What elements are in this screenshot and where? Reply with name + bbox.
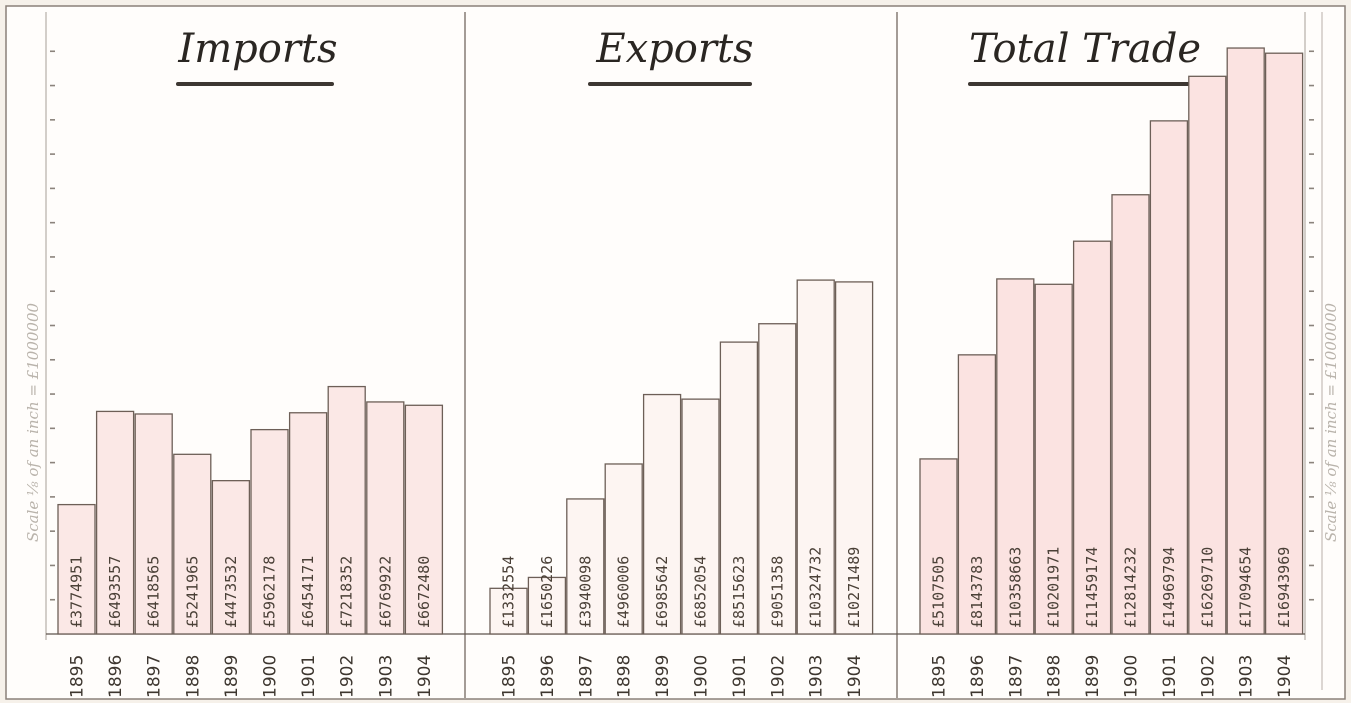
bar <box>173 453 212 635</box>
bar-value-label: £3940098 <box>576 556 594 628</box>
bar-value-label: £6985642 <box>653 556 671 628</box>
bar-value-label: £16269710 <box>1198 547 1216 628</box>
year-label: 1904 <box>1275 655 1295 698</box>
bar <box>681 398 720 635</box>
year-label: 1904 <box>415 655 435 698</box>
bar-value-label: £4473532 <box>222 556 240 628</box>
year-label: 1901 <box>299 655 319 698</box>
year-label: 1897 <box>145 655 165 698</box>
bar <box>527 576 567 635</box>
bar-value-label: £7218352 <box>338 556 356 628</box>
bar <box>1111 194 1150 635</box>
bar-value-label: £17094654 <box>1237 547 1255 628</box>
bar-value-label: £6454171 <box>299 556 317 628</box>
bar <box>758 323 797 635</box>
bar <box>366 401 405 635</box>
bar-value-label: £6418565 <box>145 556 163 628</box>
bar-value-label: £6672480 <box>415 556 433 628</box>
bar <box>796 279 835 635</box>
bar-value-label: £6493557 <box>106 556 124 628</box>
bar <box>404 404 444 635</box>
panel-total-trade: Total Trade £5107505 1895 £8143783 1896 £1035… <box>919 26 1304 698</box>
bar <box>834 281 874 635</box>
bar <box>604 463 643 635</box>
bar-value-label: £5962178 <box>261 556 279 628</box>
year-label: 1904 <box>845 655 865 698</box>
bar-value-label: £10358663 <box>1006 547 1024 628</box>
panel-exports: Exports £1332554 1895 £1650226 1896 £3940098 1… <box>489 26 874 698</box>
bar-value-label: £8143783 <box>968 556 986 628</box>
year-label: 1903 <box>376 655 396 698</box>
bar <box>957 354 997 635</box>
year-label: 1898 <box>615 655 635 698</box>
year-label: 1896 <box>968 655 988 698</box>
bar-value-label: £10271489 <box>845 547 863 628</box>
bar-value-label: £6852054 <box>692 556 710 628</box>
bar-value-label: £16943969 <box>1275 547 1293 628</box>
year-label: 1900 <box>692 655 712 698</box>
bar-value-label: £12814232 <box>1122 547 1140 628</box>
bar-value-label: £5107505 <box>930 556 948 628</box>
bar-value-label: £5241965 <box>183 556 201 628</box>
bar-value-label: £10201971 <box>1045 547 1063 628</box>
year-label: 1898 <box>183 655 203 698</box>
panel-title: Total Trade <box>969 26 1201 72</box>
bar-value-label: £11459174 <box>1083 547 1101 628</box>
year-label: 1896 <box>106 655 126 698</box>
panel-imports: Imports £3774951 1895 £6493557 1896 £6418565 1… <box>57 26 444 698</box>
bar <box>1264 52 1304 635</box>
bar <box>250 428 289 635</box>
bar <box>288 412 328 635</box>
bar <box>327 385 366 635</box>
year-label: 1903 <box>807 655 827 698</box>
year-label: 1899 <box>653 655 673 698</box>
year-label: 1897 <box>1006 655 1026 698</box>
year-label: 1895 <box>500 655 520 698</box>
year-label: 1903 <box>1237 655 1257 698</box>
panel-title: Exports <box>595 26 753 72</box>
year-label: 1897 <box>576 655 596 698</box>
year-label: 1900 <box>1122 655 1142 698</box>
bar-value-label: £6769922 <box>376 556 394 628</box>
year-label: 1902 <box>1198 655 1218 698</box>
bar <box>95 410 135 635</box>
bar <box>1034 283 1073 635</box>
bar <box>642 393 682 635</box>
year-label: 1898 <box>1045 655 1065 698</box>
bar-value-label: £10324732 <box>807 547 825 628</box>
bar <box>1149 120 1189 635</box>
year-label: 1899 <box>1083 655 1103 698</box>
bar-value-label: £8515623 <box>730 556 748 628</box>
year-label: 1895 <box>68 655 88 698</box>
bar <box>1188 75 1227 635</box>
bar-value-label: £14969794 <box>1160 547 1178 628</box>
bar <box>1226 47 1265 635</box>
bar-value-label: £3774951 <box>68 556 86 628</box>
right-scale-caption: Scale ⅛ of an inch = £1000000 <box>1322 302 1340 542</box>
year-label: 1902 <box>338 655 358 698</box>
bar <box>1072 240 1112 635</box>
bar <box>57 503 96 635</box>
year-label: 1900 <box>261 655 281 698</box>
bar-value-label: £1332554 <box>500 556 518 628</box>
year-label: 1899 <box>222 655 242 698</box>
bar <box>719 341 759 635</box>
bar <box>996 278 1035 635</box>
bar-value-label: £4960006 <box>615 556 633 628</box>
bar-value-label: £9051358 <box>768 556 786 628</box>
year-label: 1902 <box>768 655 788 698</box>
left-scale-caption: Scale ⅛ of an inch = £1000000 <box>24 302 42 542</box>
panel-title: Imports <box>177 26 337 72</box>
year-label: 1901 <box>1160 655 1180 698</box>
bar <box>211 480 251 635</box>
year-label: 1901 <box>730 655 750 698</box>
bar <box>919 458 958 635</box>
bar-value-label: £1650226 <box>538 556 556 628</box>
bar <box>566 498 605 635</box>
year-label: 1896 <box>538 655 558 698</box>
year-label: 1895 <box>930 655 950 698</box>
bar <box>134 413 173 635</box>
bar <box>489 587 528 635</box>
